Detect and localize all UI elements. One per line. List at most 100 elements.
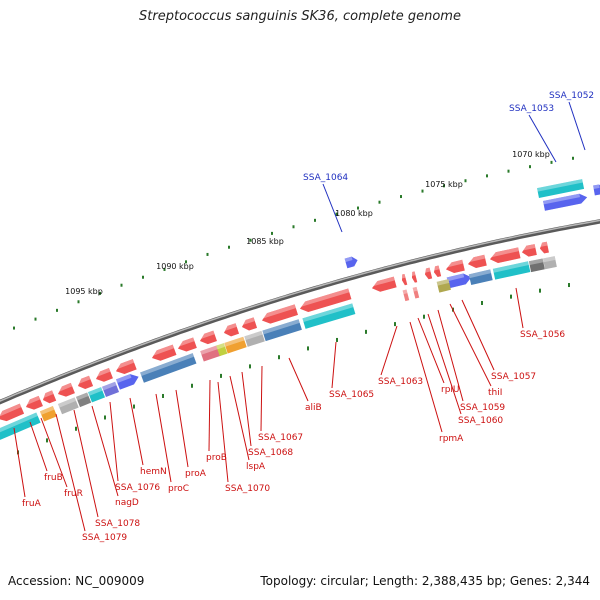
cog-box [39,406,58,422]
gene-reverse [444,259,465,274]
gene-label: fruR [64,489,83,499]
scale-tick [572,156,574,160]
label-leader [288,357,309,402]
gene-label: SSA_1053 [509,104,554,114]
cog-box [262,319,302,342]
scale-tick [486,174,488,178]
label-leader [461,299,495,371]
inner-tick [104,415,106,420]
cog-box [528,258,545,273]
label-leader [91,405,119,497]
inner-tick [510,294,512,299]
label-leader [528,114,557,163]
gene-reverse [410,271,418,283]
label-leader [417,317,445,384]
scale-label: 1070 kbp [512,150,550,159]
gene-reverse [488,247,521,264]
label-leader [241,371,252,447]
inner-tick [191,383,193,388]
scale-label: 1095 kbp [65,287,103,296]
gene-forward [593,184,600,196]
cog-box [88,387,106,403]
label-leader [129,397,144,466]
inner-tick [423,314,425,319]
scale-tick [228,245,230,249]
inner-tick [539,288,541,293]
inner-tick [220,373,222,378]
scale-tick [400,195,402,199]
scale-tick [13,326,15,330]
gene-label: hemN [140,467,167,477]
gene-reverse [222,323,240,337]
topology-text: Topology: circular; Length: 2,388,435 bp… [260,574,590,588]
scale-tick [507,169,510,173]
gene-reverse [520,244,537,257]
inner-tick [568,283,570,288]
label-leader [380,325,398,376]
inner-tick [336,337,338,342]
gene-reverse [75,375,94,390]
gene-reverse [370,276,397,292]
gene-reverse [0,403,25,422]
label-leader [55,413,86,532]
label-leader [175,389,189,468]
inner-tick [133,404,135,409]
cog-box [412,286,420,299]
inner-tick [365,329,367,334]
gene-reverse [23,395,43,410]
label-leader [208,379,211,452]
label-leader [29,421,48,472]
scale-tick [378,200,381,204]
gene-label: lspA [246,462,266,472]
label-leader [568,101,586,151]
scale-tick [99,291,101,295]
backbone-arc [0,219,600,405]
gene-label: thiI [488,388,502,398]
scale-tick [271,231,273,235]
gene-reverse [150,344,177,361]
label-leader [13,427,26,498]
gene-reverse [298,288,352,313]
gene-reverse [466,254,487,268]
cog-box [75,392,92,408]
scale-tick [142,275,144,279]
gene-label: SSA_1076 [115,483,160,493]
scale-tick [34,317,37,321]
cog-box [537,179,585,198]
gene-label: SSA_1052 [549,91,594,101]
backbone-arc-dark [0,219,600,405]
gene-reverse [240,317,258,331]
cog-box [542,256,557,270]
cog-box [57,397,79,415]
cog-box [436,279,451,293]
gene-label: SSA_1067 [258,433,303,443]
scale-tick [292,225,295,229]
label-leader [109,401,119,482]
gene-label: nagD [115,498,139,508]
gene-label: SSA_1064 [303,173,348,183]
scale-tick [249,238,252,242]
scale-tick [529,165,531,169]
scale-tick [206,252,209,256]
inner-tick [394,322,396,327]
label-leader [322,183,343,233]
label-leader [73,409,99,518]
gene-forward [446,273,472,289]
scale-tick [421,189,424,193]
scale-tick [56,308,58,312]
gene-reverse [260,304,298,324]
accession-text: Accession: NC_009009 [8,574,145,588]
gene-label: fruA [22,499,42,509]
gene-reverse [40,390,57,404]
gene-forward [543,193,588,211]
scale-ticks: 1070 kbp 1075 kbp 1080 kbp 1085 kbp 1090 kbp… [13,150,574,455]
gene-forward [116,374,139,390]
scale-label: 1075 kbp [425,180,463,189]
inner-tick [307,346,309,351]
gene-label: SSA_1068 [248,448,293,458]
cog-box [224,336,247,354]
gene-reverse [198,330,217,345]
gene-reverse [538,241,549,254]
inner-tick [481,300,483,305]
